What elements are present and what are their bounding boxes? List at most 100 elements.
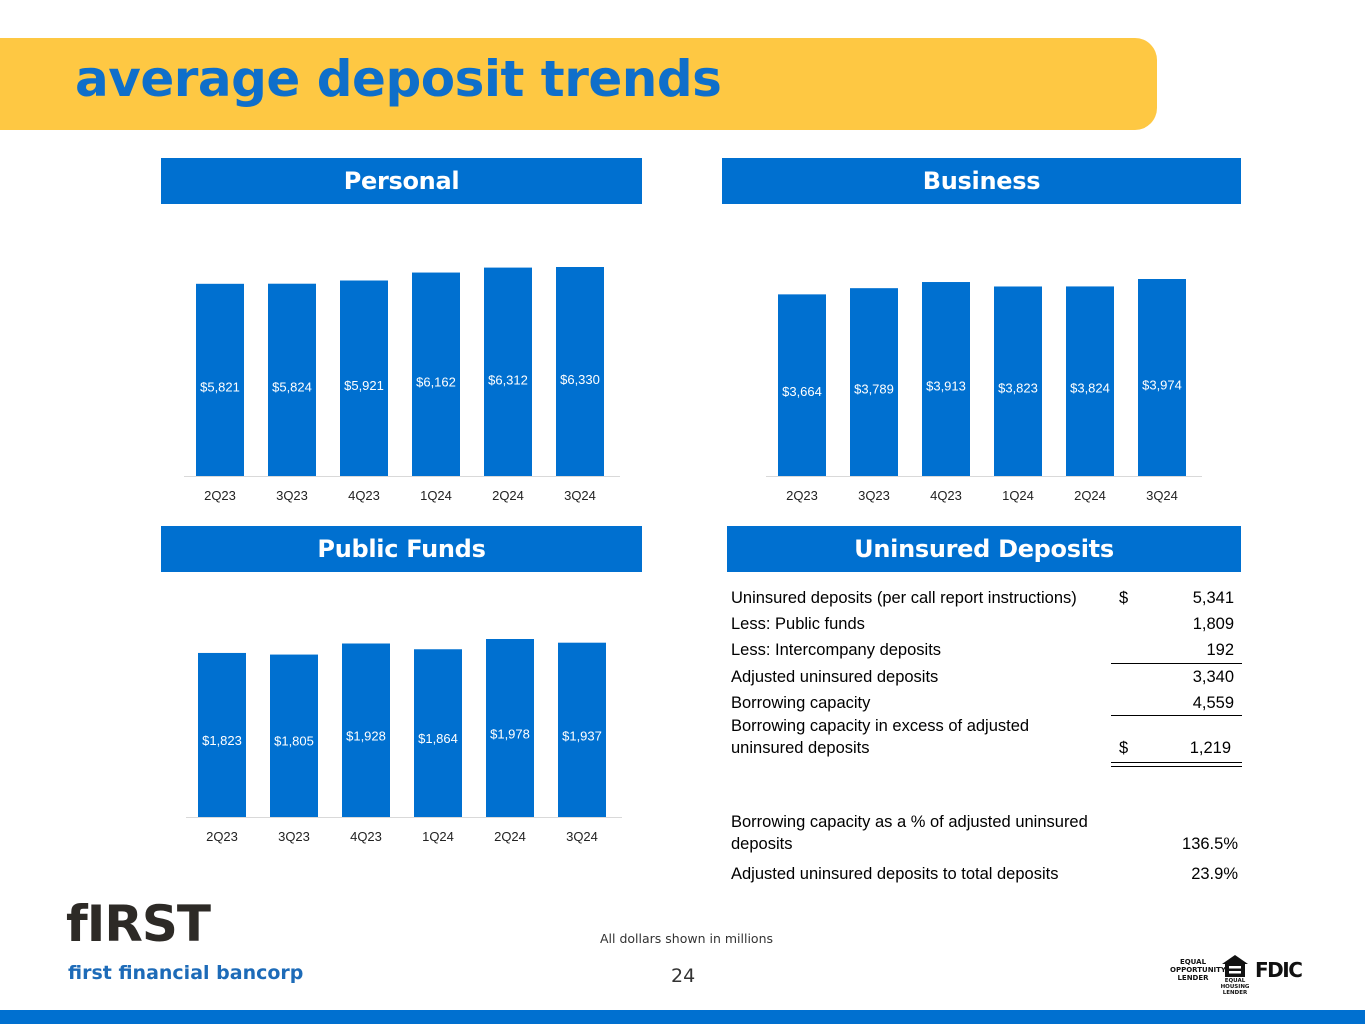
panel-header-business: Business (722, 158, 1241, 204)
data-label: $1,978 (490, 727, 530, 742)
total-double-rule (1111, 762, 1242, 767)
bar-3Q24 (1138, 279, 1186, 476)
x-tick-label: 2Q24 (492, 488, 524, 503)
row-value: 1,809 (1192, 615, 1234, 633)
currency-symbol: $ (1119, 589, 1129, 607)
data-label: $3,823 (998, 381, 1038, 396)
bar-2Q23 (198, 652, 246, 817)
bar-2Q23 (778, 294, 826, 476)
x-tick-label: 2Q23 (206, 829, 238, 844)
x-tick-label: 3Q23 (276, 488, 308, 503)
row-label: Less: Public funds (731, 615, 865, 633)
bar-1Q24 (414, 649, 462, 817)
x-tick-label: 4Q23 (930, 488, 962, 503)
x-tick-label: 2Q23 (204, 488, 236, 503)
panel-header-public-funds: Public Funds (161, 526, 642, 572)
data-label: $1,937 (562, 728, 602, 743)
bar-3Q23 (270, 654, 318, 817)
data-label: $1,805 (274, 734, 314, 749)
row-value: 136.5% (1182, 835, 1238, 853)
x-tick-label: 4Q23 (350, 829, 382, 844)
data-label: $5,921 (344, 378, 384, 393)
row-value: 192 (1206, 641, 1234, 659)
row-value: 5,341 (1192, 589, 1234, 607)
row-label: Uninsured deposits (per call report inst… (731, 589, 1077, 607)
table-row: Borrowing capacity 4,559 (726, 690, 1246, 716)
x-tick-label: 1Q24 (1002, 488, 1034, 503)
table-row: Borrowing capacity as a % of adjusted un… (726, 811, 1246, 859)
bar-2Q24 (484, 267, 532, 476)
row-value: 23.9% (1191, 865, 1238, 883)
row-label: Adjusted uninsured deposits to total dep… (731, 865, 1059, 883)
bar-1Q24 (994, 286, 1042, 476)
bar-4Q23 (922, 282, 970, 476)
logo-wordmark: fIRST (66, 895, 211, 953)
data-label: $6,312 (488, 372, 528, 387)
x-tick-label: 3Q24 (1146, 488, 1178, 503)
row-value: 3,340 (1192, 668, 1234, 686)
bar-3Q23 (850, 288, 898, 476)
row-label: Borrowing capacity in excess of adjusted (731, 717, 1030, 735)
x-tick-label: 1Q24 (422, 829, 454, 844)
regulatory-badges: EQUAL OPPORTUNITY LENDER EQUAL HOUSING L… (1170, 952, 1305, 996)
table-row: Borrowing capacity in excess of adjusted… (726, 715, 1246, 763)
subtotal-rule (1111, 663, 1242, 664)
bar-2Q23 (196, 283, 244, 476)
bar-2Q24 (1066, 286, 1114, 476)
x-tick-label: 4Q23 (348, 488, 380, 503)
title-band (0, 38, 1157, 130)
row-label: Adjusted uninsured deposits (731, 668, 939, 686)
data-label: $6,330 (560, 372, 600, 387)
data-label: $5,824 (272, 379, 312, 394)
bottom-bar (0, 1010, 1365, 1024)
row-label: Borrowing capacity as a % of adjusted un… (731, 813, 1088, 831)
data-label: $3,789 (854, 381, 894, 396)
currency-symbol: $ (1119, 739, 1129, 757)
x-tick-label: 3Q23 (858, 488, 890, 503)
bar-3Q24 (558, 642, 606, 817)
data-label: $6,162 (416, 374, 456, 389)
table-row: Adjusted uninsured deposits to total dep… (726, 861, 1246, 887)
row-label: Borrowing capacity (731, 694, 871, 712)
panel-header-personal: Personal (161, 158, 642, 204)
x-tick-label: 2Q24 (1074, 488, 1106, 503)
public-funds-bar-chart: $1,823 2Q23 $1,805 3Q23 $1,928 4Q23 $1,864 1Q24… (186, 639, 622, 844)
data-label: $3,824 (1070, 381, 1110, 396)
data-label: $1,864 (418, 731, 458, 746)
data-label: $3,664 (782, 384, 822, 399)
equal-housing-lender-label: EQUAL HOUSING LENDER (1220, 978, 1250, 996)
bar-4Q23 (340, 280, 388, 476)
x-tick-label: 3Q24 (566, 829, 598, 844)
row-label-continued: uninsured deposits (731, 739, 870, 757)
row-label: Less: Intercompany deposits (731, 641, 942, 659)
table-row: Adjusted uninsured deposits 3,340 (726, 664, 1246, 690)
data-label: $1,928 (346, 729, 386, 744)
personal-bar-chart: $5,821 2Q23 $5,824 3Q23 $5,921 4Q23 $6,162 1Q24… (184, 267, 620, 503)
equal-opportunity-lender-badge: EQUAL OPPORTUNITY LENDER (1170, 958, 1227, 982)
page-title: average deposit trends (75, 50, 722, 108)
table-row: Uninsured deposits (per call report inst… (726, 585, 1246, 611)
x-tick-label: 3Q23 (278, 829, 310, 844)
data-label: $3,913 (926, 379, 966, 394)
panel-header-uninsured: Uninsured Deposits (727, 526, 1241, 572)
data-label: $5,821 (200, 379, 240, 394)
x-tick-label: 3Q24 (564, 488, 596, 503)
business-bar-chart: $3,664 2Q23 $3,789 3Q23 $3,913 4Q23 $3,823 1Q24… (766, 279, 1202, 503)
bar-1Q24 (412, 272, 460, 476)
bar-3Q24 (556, 267, 604, 476)
bar-4Q23 (342, 643, 390, 817)
row-value: 1,219 (1189, 739, 1231, 757)
subtotal-rule (1111, 715, 1242, 716)
data-label: $1,823 (202, 733, 242, 748)
row-value: 4,559 (1192, 694, 1234, 712)
x-tick-label: 2Q23 (786, 488, 818, 503)
page-number: 24 (671, 965, 696, 987)
logo-tagline: first financial bancorp (68, 962, 304, 984)
x-tick-label: 2Q24 (494, 829, 526, 844)
bar-2Q24 (486, 639, 534, 817)
x-tick-label: 1Q24 (420, 488, 452, 503)
fdic-logo: FDIC (1255, 958, 1303, 982)
row-label-continued: deposits (731, 835, 793, 853)
equal-housing-icon (1222, 955, 1248, 977)
bar-3Q23 (268, 283, 316, 476)
